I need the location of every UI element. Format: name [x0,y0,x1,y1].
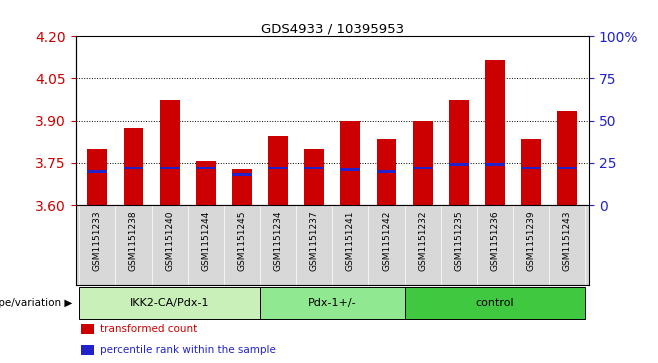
Text: control: control [476,298,515,308]
Text: GSM1151235: GSM1151235 [454,211,463,271]
Bar [304,167,324,169]
Text: GSM1151238: GSM1151238 [129,211,138,271]
Text: GSM1151232: GSM1151232 [418,211,427,271]
Bar [196,167,216,169]
Bar [81,324,93,334]
Bar [413,167,432,169]
Text: Pdx-1+/-: Pdx-1+/- [308,298,357,308]
Bar [557,111,577,205]
Text: GSM1151243: GSM1151243 [563,211,572,271]
Text: GSM1151244: GSM1151244 [201,211,211,271]
Text: GSM1151245: GSM1151245 [238,211,247,271]
Bar [88,170,107,172]
Text: IKK2-CA/Pdx-1: IKK2-CA/Pdx-1 [130,298,209,308]
Bar [449,163,468,166]
Bar [81,345,93,355]
Bar [88,149,107,205]
Bar [232,174,252,176]
Bar [485,60,505,205]
Text: GSM1151241: GSM1151241 [346,211,355,271]
FancyBboxPatch shape [405,287,586,319]
Bar [124,167,143,169]
FancyBboxPatch shape [79,287,260,319]
Bar [413,121,432,205]
Bar [304,149,324,205]
Text: percentile rank within the sample: percentile rank within the sample [100,345,276,355]
Bar [521,167,541,169]
Text: GSM1151234: GSM1151234 [274,211,282,271]
Bar [340,168,361,171]
FancyBboxPatch shape [260,287,405,319]
Bar [557,167,577,169]
Text: genotype/variation ▶: genotype/variation ▶ [0,298,72,308]
Bar [160,99,180,205]
Text: GSM1151237: GSM1151237 [310,211,318,271]
Text: GSM1151239: GSM1151239 [526,211,536,271]
Text: GSM1151242: GSM1151242 [382,211,391,271]
Bar [160,167,180,169]
Text: GSM1151240: GSM1151240 [165,211,174,271]
Bar [232,168,252,205]
Bar [485,163,505,166]
Bar [268,167,288,169]
Bar [449,99,468,205]
Bar [124,128,143,205]
Bar [521,139,541,205]
Bar [196,162,216,205]
Title: GDS4933 / 10395953: GDS4933 / 10395953 [261,22,404,35]
Text: GSM1151233: GSM1151233 [93,211,102,271]
Bar [376,170,396,172]
Bar [340,121,361,205]
Text: GSM1151236: GSM1151236 [490,211,499,271]
Text: transformed count: transformed count [100,324,197,334]
Bar [268,136,288,205]
Bar [376,139,396,205]
